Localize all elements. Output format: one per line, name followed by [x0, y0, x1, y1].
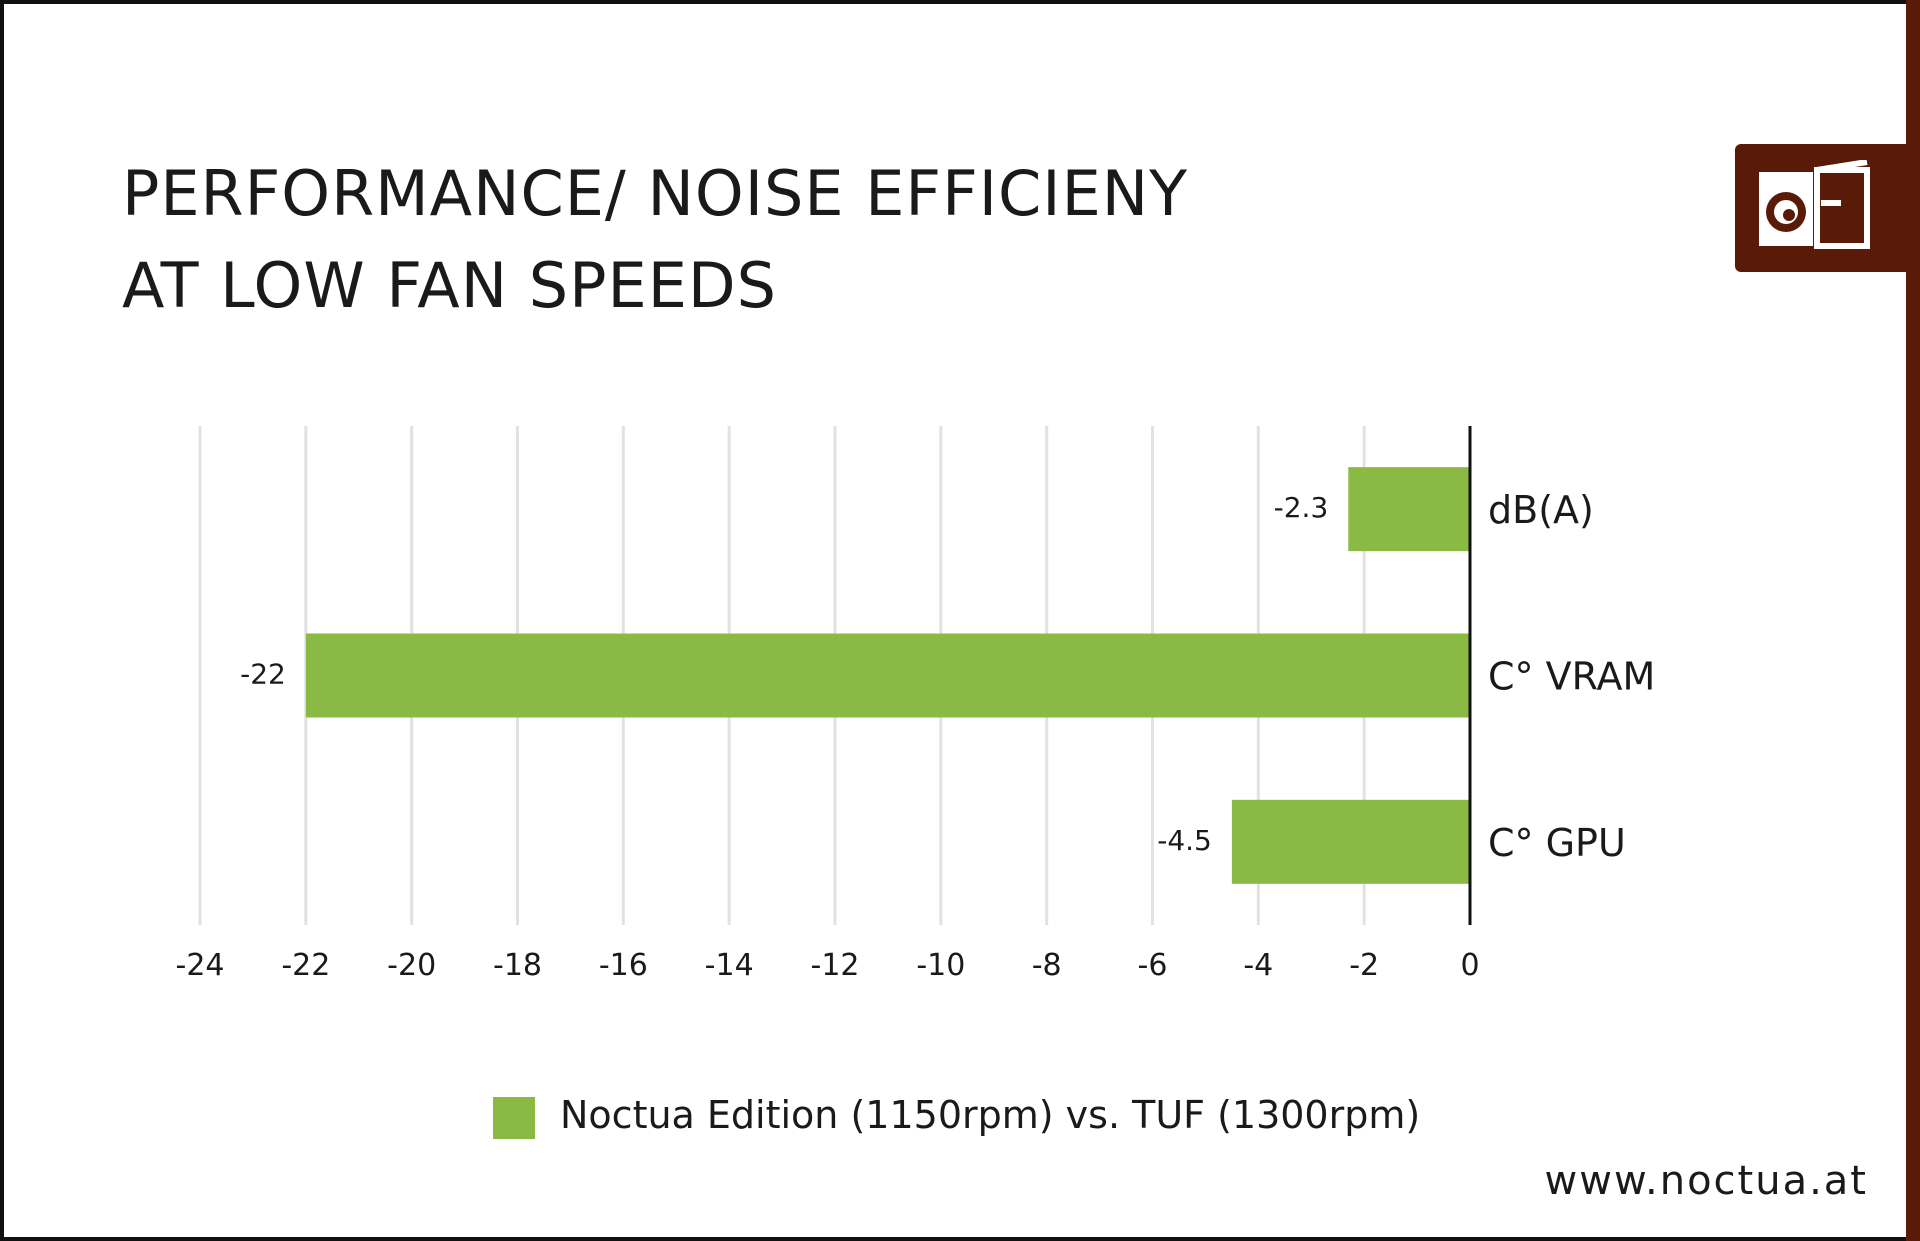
brand-strip — [1906, 0, 1920, 1241]
data-label: -2.3 — [1274, 491, 1329, 524]
category-labels: dB(A) C° VRAM C° GPU — [1488, 488, 1655, 865]
x-tick-label: -4 — [1243, 948, 1273, 983]
category-label: C° VRAM — [1488, 655, 1655, 699]
x-tick-label: -18 — [493, 948, 542, 983]
noctua-logo — [1735, 144, 1920, 272]
x-tick-label: -14 — [705, 948, 754, 983]
noctua-owl-logo-icon — [1759, 160, 1870, 249]
bars — [305, 467, 1470, 884]
legend: Noctua Edition (1150rpm) vs. TUF (1300rp… — [493, 1093, 1420, 1139]
data-label: -22 — [240, 658, 286, 691]
x-tick-label: -20 — [387, 948, 436, 983]
bar-0 — [1348, 467, 1470, 552]
x-tick-label: -2 — [1349, 948, 1379, 983]
chart-title-line-1: PERFORMANCE/ NOISE EFFICIENY — [122, 157, 1189, 230]
bar-1 — [305, 633, 1470, 718]
x-tick-label: 0 — [1460, 948, 1479, 983]
category-label: C° GPU — [1488, 821, 1626, 865]
x-tick-label: -8 — [1032, 948, 1062, 983]
x-tick-label: -6 — [1138, 948, 1168, 983]
data-label: -4.5 — [1157, 824, 1212, 857]
x-tick-label: -10 — [916, 948, 965, 983]
x-tick-label: -24 — [176, 948, 225, 983]
chart-title-line-2: AT LOW FAN SPEEDS — [122, 249, 777, 322]
website-url: www.noctua.at — [1544, 1158, 1868, 1204]
x-tick-label: -16 — [599, 948, 648, 983]
x-tick-labels: -24 -22 -20 -18 -16 -14 -12 -10 -8 -6 -4 -2 0 — [176, 948, 1480, 983]
category-label: dB(A) — [1488, 488, 1594, 532]
x-tick-label: -22 — [281, 948, 330, 983]
bar-2 — [1231, 799, 1470, 884]
legend-swatch — [493, 1097, 535, 1139]
data-labels: -2.3 -22 -4.5 — [240, 491, 1328, 857]
legend-label: Noctua Edition (1150rpm) vs. TUF (1300rp… — [560, 1093, 1420, 1137]
x-tick-label: -12 — [811, 948, 860, 983]
chart-title: PERFORMANCE/ NOISE EFFICIENY AT LOW FAN … — [122, 148, 1188, 332]
